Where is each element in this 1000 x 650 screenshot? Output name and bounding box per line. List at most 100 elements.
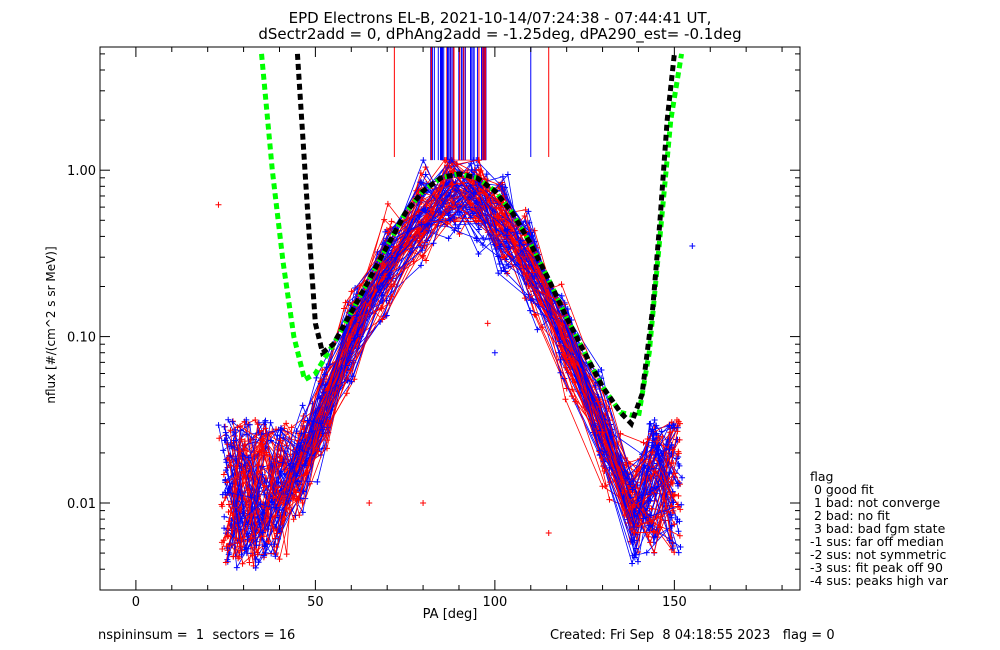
data-point (423, 257, 430, 264)
data-trace (234, 202, 681, 541)
data-point (243, 416, 250, 423)
data-point (568, 360, 575, 367)
data-point (418, 221, 425, 228)
data-point (675, 528, 682, 535)
data-point (228, 443, 235, 450)
data-point (252, 416, 259, 423)
data-point (230, 553, 237, 560)
footer-right: Created: Fri Sep 8 04:18:55 2023 flag = … (550, 628, 835, 643)
data-point (223, 467, 230, 474)
data-point (668, 441, 675, 448)
data-trace (218, 196, 670, 529)
data-point (285, 497, 292, 504)
data-point (527, 307, 534, 314)
data-point (558, 292, 565, 299)
data-point (236, 543, 243, 550)
data-point (470, 191, 477, 198)
data-point (629, 552, 636, 559)
data-point (666, 422, 673, 429)
data-point (665, 436, 672, 443)
data-point (381, 216, 388, 223)
data-point (627, 481, 634, 488)
data-point (326, 420, 333, 427)
data-point (271, 541, 278, 548)
data-point (534, 326, 541, 333)
data-point (323, 445, 330, 452)
data-point (504, 171, 511, 178)
data-point (247, 535, 254, 542)
data-point (669, 446, 676, 453)
data-point (675, 448, 682, 455)
data-point (259, 536, 266, 543)
data-point (384, 200, 391, 207)
data-point (670, 499, 677, 506)
data-point (224, 533, 231, 540)
extra-point (366, 499, 373, 506)
data-point (649, 523, 656, 530)
x-tick-label: 0 (132, 595, 140, 610)
data-point (641, 462, 648, 469)
data-point (598, 367, 605, 374)
data-point (668, 514, 675, 521)
data-point (416, 230, 423, 237)
data-point (237, 423, 244, 430)
data-point (222, 559, 229, 566)
data-point (419, 247, 426, 254)
legend-item: -2 sus: not symmetric (810, 547, 947, 562)
data-point (229, 418, 236, 425)
data-point (557, 356, 564, 363)
data-point (498, 267, 505, 274)
data-point (317, 420, 324, 427)
data-point (352, 285, 359, 292)
data-point (262, 417, 269, 424)
data-point (500, 264, 507, 271)
data-point (260, 533, 267, 540)
data-point (645, 465, 652, 472)
data-point (455, 225, 462, 232)
data-point (671, 521, 678, 528)
data-point (254, 421, 261, 428)
data-point (602, 483, 609, 490)
data-point (233, 564, 240, 571)
data-point (452, 221, 459, 228)
data-point (283, 505, 290, 512)
data-point (667, 429, 674, 436)
data-point (221, 437, 228, 444)
data-point (560, 335, 567, 342)
data-point (238, 551, 245, 558)
data-trace (236, 159, 674, 533)
data-point (644, 435, 651, 442)
legend-item: 0 good fit (810, 482, 874, 497)
data-point (220, 471, 227, 478)
data-point (449, 181, 456, 188)
data-point (348, 378, 355, 385)
data-point (244, 512, 251, 519)
data-point (342, 299, 349, 306)
data-point (650, 528, 657, 535)
data-point (319, 367, 326, 374)
data-point (649, 449, 656, 456)
data-point (675, 492, 682, 499)
data-point (423, 181, 430, 188)
data-trace (224, 178, 679, 558)
data-point (495, 213, 502, 220)
chart-title-line2: dSectr2add = 0, dPhAng2add = -1.25deg, d… (258, 25, 742, 43)
data-point (379, 260, 386, 267)
data-point (539, 324, 546, 331)
data-point (496, 243, 503, 250)
data-point (224, 556, 231, 563)
data-point (272, 553, 279, 560)
data-point (674, 503, 681, 510)
data-point (275, 484, 282, 491)
data-point (218, 501, 225, 508)
data-point (499, 183, 506, 190)
data-point (299, 402, 306, 409)
data-point (526, 219, 533, 226)
data-point (647, 420, 654, 427)
data-point (349, 373, 356, 380)
data-point (388, 218, 395, 225)
data-point (314, 478, 321, 485)
data-point (252, 564, 259, 571)
y-axis-label: nflux [#/(cm^2 s sr MeV)] (44, 246, 58, 403)
